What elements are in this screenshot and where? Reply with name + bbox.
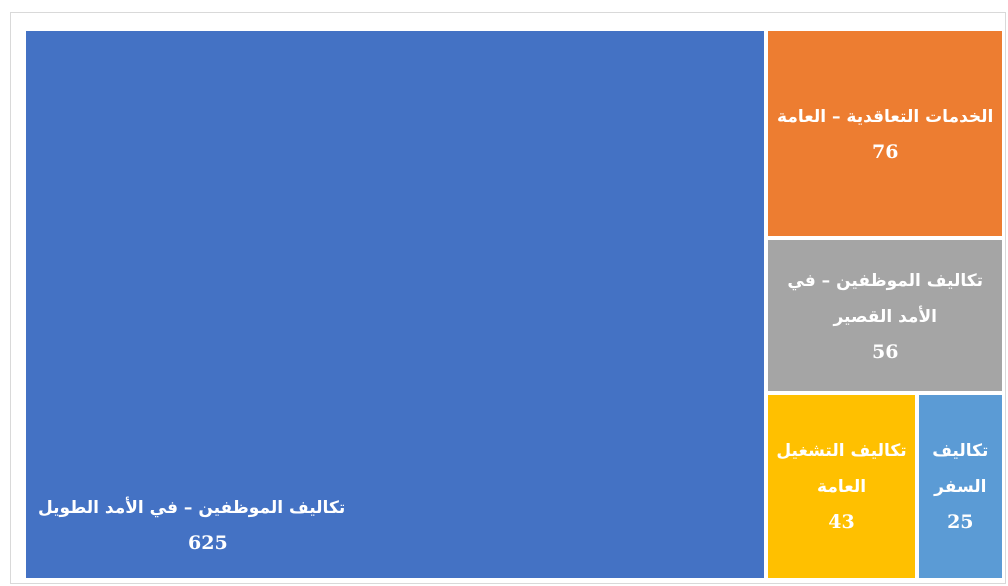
tile-value: 76 [871,140,899,163]
tile-label: الخدمات التعاقدية – العامة [777,106,994,127]
treemap-tile: تكاليف السفر 25 [916,392,1004,580]
tile-value: 25 [947,511,974,534]
tile-label: تكاليف الموظفين – في الأمد القصير [787,270,983,327]
treemap-tile: تكاليف التشغيل العامة 43 [766,392,917,580]
tile-value: 56 [871,340,899,363]
tile-value: 43 [828,511,855,534]
chart-frame [10,12,1006,584]
tile-label: تكاليف السفر [932,441,989,498]
tile-label: تكاليف الموظفين – في الأمد الطويل [38,498,346,518]
treemap-tile: الخدمات التعاقدية – العامة 76 [766,29,1004,239]
treemap-tile: تكاليف الموظفين – في الأمد الطويل 625 [24,29,767,580]
tile-value: 625 [188,532,228,554]
treemap-tile: تكاليف الموظفين – في الأمد القصير 56 [766,238,1004,393]
tile-label: تكاليف التشغيل العامة [776,441,907,498]
